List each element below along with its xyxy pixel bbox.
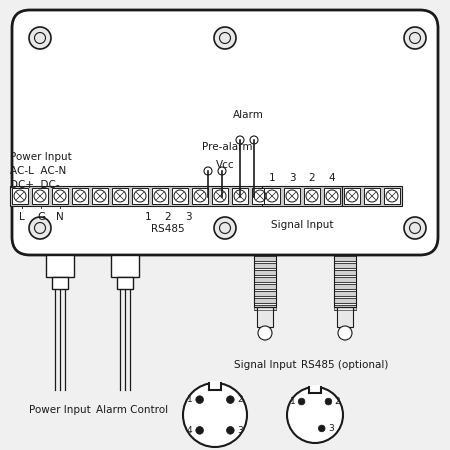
Bar [72, 188, 88, 204]
Text: 3: 3 [289, 173, 295, 183]
Text: 2: 2 [238, 395, 243, 404]
Bar [32, 188, 48, 204]
Text: RS485: RS485 [151, 224, 185, 234]
Bar [111, 255, 139, 277]
Bar [172, 188, 188, 204]
Text: 4: 4 [187, 426, 193, 435]
Bar [254, 291, 276, 296]
Bar [334, 305, 356, 310]
Bar [232, 188, 248, 204]
Bar [252, 188, 268, 204]
Circle shape [325, 398, 332, 405]
Circle shape [29, 27, 51, 49]
Bar [334, 256, 356, 261]
Bar [212, 188, 228, 204]
Text: G: G [37, 212, 45, 222]
Text: AC-L  AC-N: AC-L AC-N [10, 166, 66, 176]
Bar [52, 188, 68, 204]
Bar [264, 188, 280, 204]
FancyBboxPatch shape [12, 10, 438, 255]
Text: 1: 1 [269, 173, 275, 183]
Text: Alarm Control: Alarm Control [96, 405, 168, 415]
Bar [10, 186, 270, 206]
Circle shape [404, 27, 426, 49]
Bar [384, 188, 400, 204]
Bar [334, 291, 356, 296]
Bar [334, 255, 356, 307]
Circle shape [196, 396, 203, 404]
Text: Pre-alarm: Pre-alarm [202, 142, 252, 152]
Bar [12, 188, 28, 204]
Text: 1: 1 [290, 397, 295, 406]
Text: Signal Input: Signal Input [271, 220, 333, 230]
Circle shape [226, 396, 234, 404]
Bar [262, 186, 342, 206]
Text: 3: 3 [238, 426, 243, 435]
Text: 3: 3 [328, 424, 333, 433]
Bar [284, 188, 300, 204]
Bar [342, 186, 402, 206]
Text: RS485 (optional): RS485 (optional) [302, 360, 389, 370]
Text: 3: 3 [184, 212, 191, 222]
Circle shape [287, 387, 343, 443]
Bar [112, 188, 128, 204]
Bar [52, 277, 68, 289]
Circle shape [226, 427, 234, 434]
Bar [254, 263, 276, 268]
Circle shape [29, 217, 51, 239]
Text: L: L [19, 212, 25, 222]
Bar [334, 277, 356, 282]
Circle shape [183, 383, 247, 447]
Bar [132, 188, 148, 204]
Bar [254, 270, 276, 275]
Text: 2: 2 [309, 173, 315, 183]
Text: Vcc: Vcc [216, 160, 234, 170]
Bar [334, 270, 356, 275]
Bar [324, 188, 340, 204]
Circle shape [258, 326, 272, 340]
Bar [209, 381, 221, 390]
Bar [254, 255, 276, 307]
Text: 2: 2 [335, 397, 340, 406]
Circle shape [214, 27, 236, 49]
Circle shape [214, 217, 236, 239]
Bar [304, 188, 320, 204]
Text: Power Input: Power Input [29, 405, 91, 415]
Bar [192, 188, 208, 204]
Bar [364, 188, 380, 204]
Bar [254, 284, 276, 289]
Bar [257, 307, 273, 327]
Bar [254, 305, 276, 310]
Bar [152, 188, 168, 204]
Text: 4: 4 [328, 173, 335, 183]
Text: DC+  DC-: DC+ DC- [10, 180, 59, 190]
Bar [344, 188, 360, 204]
Bar [337, 307, 353, 327]
Circle shape [318, 425, 325, 432]
Bar [254, 277, 276, 282]
Bar [334, 298, 356, 303]
Text: Alarm: Alarm [233, 110, 263, 120]
Circle shape [196, 427, 203, 434]
Bar [254, 298, 276, 303]
Text: 2: 2 [165, 212, 171, 222]
Bar [334, 263, 356, 268]
Bar [254, 256, 276, 261]
Text: N: N [56, 212, 64, 222]
Circle shape [338, 326, 352, 340]
Text: 1: 1 [145, 212, 151, 222]
Text: Signal Input: Signal Input [234, 360, 296, 370]
Bar [92, 188, 108, 204]
Bar [117, 277, 133, 289]
Bar [334, 284, 356, 289]
Text: Power Input: Power Input [10, 152, 72, 162]
Bar [310, 385, 320, 393]
Bar [46, 255, 74, 277]
Text: 1: 1 [187, 395, 193, 404]
Circle shape [298, 398, 305, 405]
Circle shape [404, 217, 426, 239]
